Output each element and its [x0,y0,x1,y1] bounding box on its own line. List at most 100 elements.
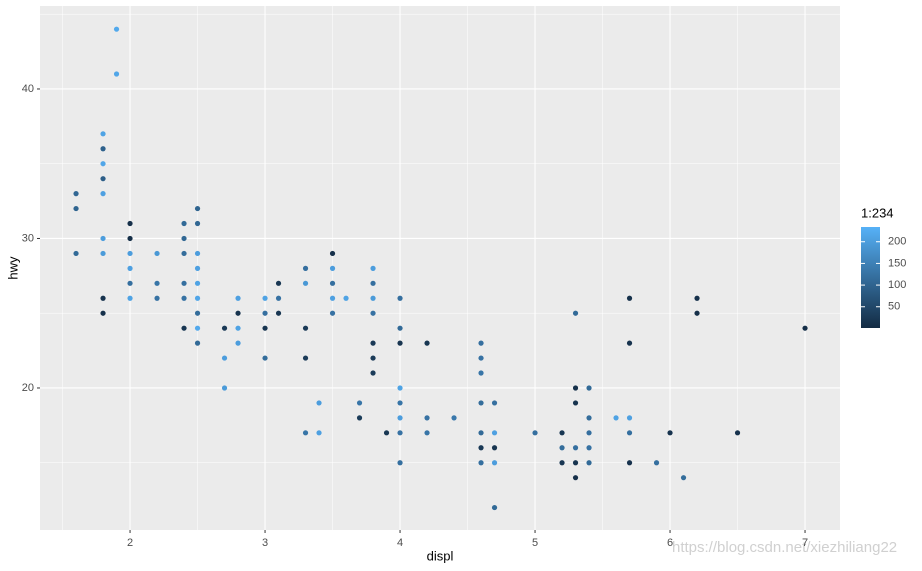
point [329,310,336,316]
watermark: https://blog.csdn.net/xiezhiliang22 [672,539,897,556]
point [73,250,79,257]
point [478,370,484,376]
point [235,325,241,331]
point [478,340,484,346]
point [100,146,106,152]
point [586,385,592,391]
point [235,295,241,301]
point [370,280,376,286]
point [154,280,160,286]
point [478,355,484,361]
point [694,310,700,316]
point [424,430,430,436]
point [194,340,201,346]
point [397,325,403,331]
point [100,250,106,257]
point [424,340,430,346]
point [221,385,228,391]
point [572,400,579,406]
point [194,310,201,316]
point [194,325,201,331]
y-tick-label: 20 [22,382,34,394]
point [329,265,336,271]
colorbar-tick-label: 50 [888,301,900,313]
point [302,325,309,331]
point [370,370,376,376]
colorbar-title: 1:234 [861,205,894,220]
point [113,26,120,32]
x-tick-label: 7 [802,537,808,549]
colorbar-tick-label: 150 [888,257,906,269]
point [586,415,592,421]
point [262,295,268,301]
point [572,475,579,481]
point [356,400,363,406]
point [181,280,187,286]
point [626,295,633,301]
point [194,220,201,227]
point [734,430,741,436]
point [329,295,336,301]
point [127,250,133,257]
x-tick-label: 3 [262,537,268,549]
point [262,355,268,361]
point [613,415,619,421]
point [383,430,390,436]
point [181,325,187,331]
x-tick-label: 6 [667,537,673,549]
point [302,280,309,286]
point [572,385,579,391]
point [235,340,241,346]
point [478,460,484,466]
point [194,205,201,212]
point [478,445,484,451]
point [370,310,376,316]
point [626,430,633,436]
y-tick-label: 30 [22,232,34,244]
point [235,310,241,316]
point [127,280,133,286]
point [802,325,808,331]
point [302,430,309,436]
point [194,295,201,301]
point [221,325,228,331]
point [100,191,106,197]
point [181,220,187,227]
point [181,250,187,257]
point [397,460,403,466]
point [302,265,309,271]
point [626,460,633,466]
point [572,460,579,466]
point [73,205,79,212]
point [100,310,106,316]
point [262,325,268,331]
point [316,400,322,406]
point [127,220,133,227]
point [694,295,700,301]
point [127,265,133,271]
x-axis-title: displ [427,548,454,563]
colorbar [861,227,880,328]
point [491,400,498,406]
point [100,161,106,167]
point [370,295,376,301]
point [343,295,349,301]
point [100,235,106,242]
point [586,445,592,451]
point [181,235,187,242]
point [559,445,565,451]
point [572,310,579,316]
point [586,430,592,436]
point [329,280,336,286]
point [127,235,133,242]
point [194,250,201,257]
point [491,445,498,451]
point [194,265,201,271]
point [194,280,201,286]
y-tick-label: 40 [22,83,34,95]
point [100,176,106,182]
point [491,504,498,511]
point [370,355,376,361]
point [302,355,309,361]
